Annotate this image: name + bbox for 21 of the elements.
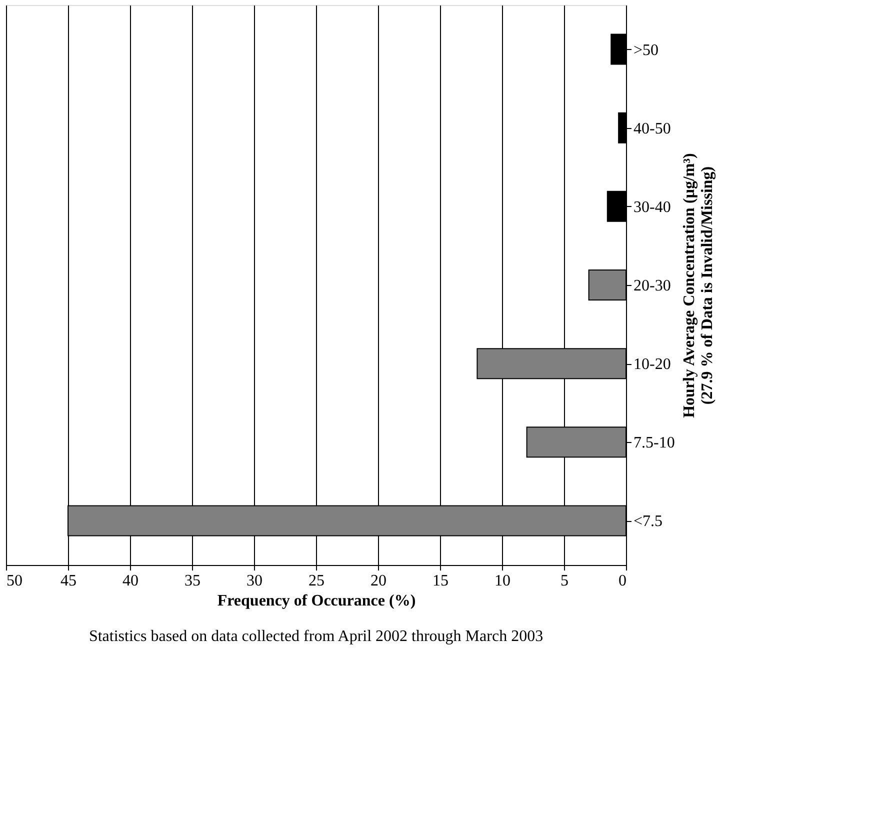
y-axis-title: Hourly Average Concentration (µg/m³) (27.9 % of Data is Invalid/Missing) [680,153,716,418]
x-tick-label: 30 [246,572,262,590]
x-tick-label: 0 [618,572,626,590]
x-tick-label: 20 [370,572,386,590]
y-tick-label: 40-50 [634,120,671,138]
y-tick-label: 30-40 [634,198,671,216]
y-tick-label: <7.5 [634,513,663,530]
x-tick-label: 15 [432,572,448,590]
y-tick-label: 7.5-10 [634,434,675,452]
x-tick-label: 5 [560,572,568,590]
x-axis-title: Frequency of Occurance (%) [217,592,416,610]
text: Statistics based on data collected from April 2002 through March 2003 [88,628,544,645]
x-tick-label: 10 [494,572,510,590]
x-tick-label: 45 [60,572,76,590]
y-tick-label: 20-30 [634,278,671,294]
x-tick-label: 35 [184,572,200,590]
y-tick-label: 10-20 [634,356,671,374]
x-tick-label: 25 [308,572,324,590]
y-tick-label: >50 [634,42,659,59]
x-tick-label: 50 [6,572,22,590]
x-tick-label: 40 [122,572,138,590]
